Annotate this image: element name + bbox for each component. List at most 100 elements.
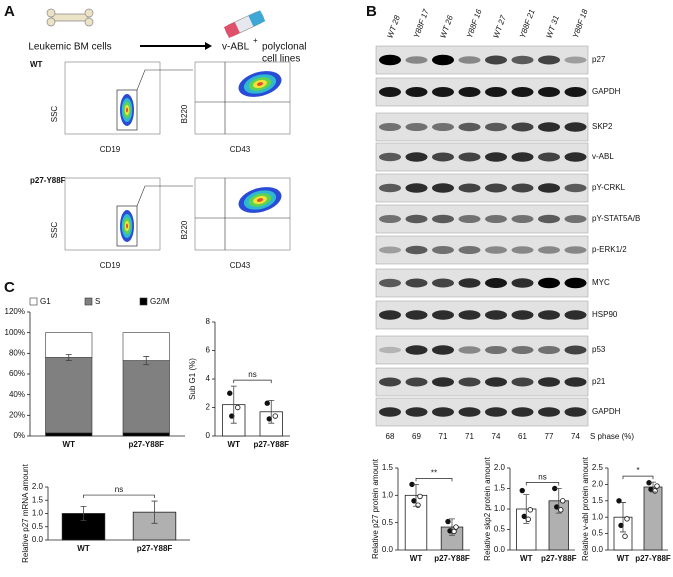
panel-label: B <box>366 3 377 20</box>
s-phase-value: 71 <box>465 432 474 441</box>
band <box>564 183 587 193</box>
western-blots: WT 28 Y88F 17 WT 26 Y88F 16 WT 27 Y88F 21 WT 3… <box>375 8 640 441</box>
y-tick-label: 0.0 <box>592 545 604 554</box>
band <box>538 183 560 193</box>
band <box>485 55 507 65</box>
y-tick-label: 120% <box>5 307 25 316</box>
data-point <box>272 413 278 419</box>
y-axis-label: Relative v-abl protein amount <box>581 456 590 561</box>
band <box>432 123 454 131</box>
band <box>379 377 401 387</box>
band <box>379 215 401 223</box>
band <box>564 152 587 162</box>
annotation: * <box>636 466 639 475</box>
band <box>538 246 560 254</box>
s-phase-value: 71 <box>439 432 448 441</box>
blot-label: pY-CRKL <box>592 183 626 192</box>
band <box>538 122 560 132</box>
s-phase-label: S phase (%) <box>590 432 634 441</box>
blot-label: v-ABL <box>592 152 614 161</box>
error-bar <box>413 484 419 507</box>
flow-density <box>256 82 264 86</box>
band <box>485 346 507 354</box>
band <box>564 56 587 64</box>
x-tick-label: WT <box>63 440 76 449</box>
band <box>538 277 560 289</box>
band <box>432 183 454 193</box>
y-tick-label: 0.5 <box>32 522 44 531</box>
x-tick-label: p27-Y88F <box>128 440 164 449</box>
data-point <box>646 480 652 486</box>
band <box>511 183 534 193</box>
y-tick-label: 0.5 <box>494 525 506 534</box>
error-bar <box>555 488 562 514</box>
row-label: WT <box>30 60 43 69</box>
band <box>458 310 481 320</box>
band <box>432 246 454 254</box>
band <box>564 215 587 223</box>
legend-label: S <box>95 297 100 306</box>
band <box>432 407 454 417</box>
data-point <box>519 487 525 494</box>
y-tick-label: 8 <box>206 317 211 326</box>
band <box>458 87 481 97</box>
error-bar <box>80 505 87 522</box>
s-phase-value: 68 <box>386 432 395 441</box>
band <box>511 377 534 387</box>
band <box>511 310 534 320</box>
blot-label: HSP90 <box>592 310 618 319</box>
flow-density <box>126 107 128 113</box>
band <box>538 214 560 224</box>
bar-segment <box>122 360 170 434</box>
lane-label: Y88F 18 <box>571 8 590 40</box>
annotation: ns <box>538 473 546 482</box>
band <box>405 214 428 224</box>
band <box>405 152 428 162</box>
band <box>458 56 481 64</box>
band <box>432 377 454 387</box>
band <box>458 215 481 223</box>
axis-label: CD19 <box>100 261 121 270</box>
band <box>511 278 534 288</box>
x-tick-label: WT <box>410 554 423 563</box>
flow-plot <box>64 61 161 135</box>
band <box>511 407 534 417</box>
row-label: p27-Y88F <box>30 176 66 185</box>
error-bar <box>143 356 150 366</box>
axis-label: SSC <box>50 106 59 123</box>
target-label: v-ABL <box>222 42 250 53</box>
band <box>564 277 587 289</box>
bar-segment <box>45 432 93 437</box>
band <box>379 87 401 97</box>
band <box>538 55 560 65</box>
y-tick-label: 1.0 <box>382 490 394 499</box>
band <box>511 87 534 97</box>
y-tick-label: 2.0 <box>32 482 44 491</box>
lane-label: Y88F 17 <box>412 8 431 40</box>
legend-swatch <box>29 297 38 306</box>
annotation: ns <box>248 370 256 379</box>
data-point <box>622 533 628 539</box>
arrowhead <box>205 42 212 50</box>
x-tick-label: WT <box>520 554 533 563</box>
error-bar <box>230 385 237 424</box>
band <box>485 310 507 320</box>
band <box>379 346 401 354</box>
y-tick-label: 0.5 <box>592 529 604 538</box>
band <box>458 407 481 417</box>
band <box>405 310 428 320</box>
y-tick-label: 1.5 <box>32 495 44 504</box>
band <box>564 345 587 355</box>
y-tick-label: 1.5 <box>592 496 604 505</box>
blot-label: GAPDH <box>592 87 621 96</box>
bar <box>643 486 663 551</box>
band <box>458 183 481 193</box>
band <box>379 183 401 193</box>
y-axis-label: Relative p27 protein amount <box>371 458 380 559</box>
x-tick-label: p27-Y88F <box>434 554 470 563</box>
band <box>405 183 428 193</box>
band <box>564 246 587 254</box>
legend-swatch <box>139 297 148 306</box>
error-bar <box>65 353 72 361</box>
sig-bracket <box>83 494 155 499</box>
